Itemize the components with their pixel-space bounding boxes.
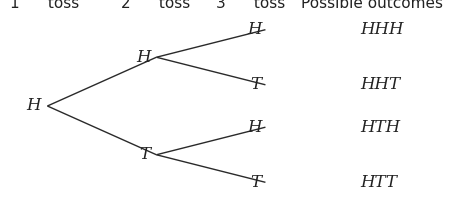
Text: 3: 3 [216,0,226,11]
Text: HHH: HHH [360,21,404,38]
Text: toss: toss [43,0,79,11]
Text: 3: 3 [216,0,226,11]
Text: 2: 2 [121,0,130,11]
Text: 2: 2 [121,0,130,11]
Text: H: H [247,119,262,136]
Text: H: H [247,21,262,38]
Text: HTT: HTT [360,174,397,191]
Text: Possible outcomes: Possible outcomes [301,0,443,11]
Text: H: H [136,49,151,66]
Text: toss: toss [154,0,190,11]
Text: T: T [251,76,262,93]
Text: HTH: HTH [360,119,401,136]
Text: 1: 1 [9,0,19,11]
Text: 1: 1 [9,0,19,11]
Text: HHT: HHT [360,76,401,93]
Text: H: H [26,98,40,114]
Text: T: T [251,174,262,191]
Text: toss: toss [249,0,285,11]
Text: T: T [140,146,151,163]
